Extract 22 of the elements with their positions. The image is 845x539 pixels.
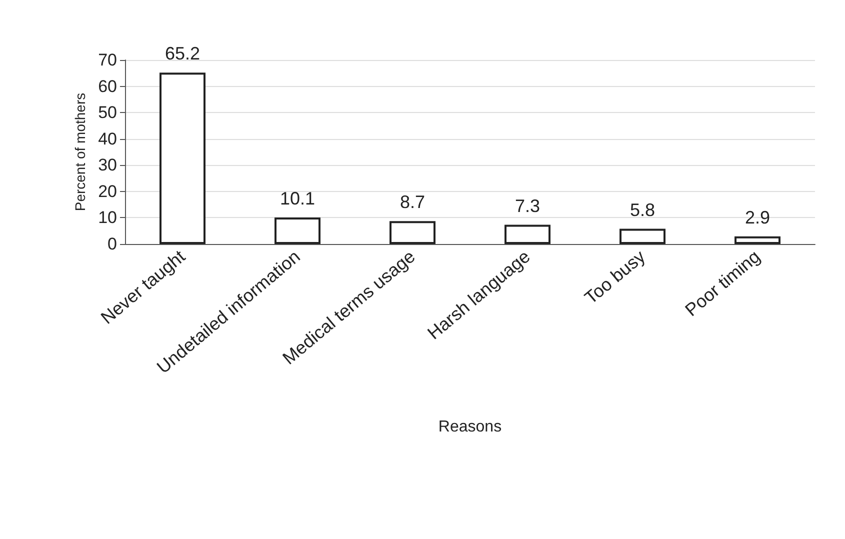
y-tick-label: 60 — [98, 76, 117, 96]
y-tick-label: 30 — [98, 156, 117, 175]
data-label: 8.7 — [400, 192, 426, 212]
bar — [390, 221, 436, 244]
bar — [274, 217, 320, 244]
y-axis-title: Percent of mothers — [72, 92, 88, 212]
y-tick-label: 20 — [98, 182, 117, 201]
bar — [160, 72, 206, 244]
y-tick-label: 10 — [98, 208, 117, 228]
y-tick-label: 40 — [98, 129, 117, 148]
data-label: 5.8 — [630, 200, 656, 220]
y-tick-label: 50 — [98, 103, 117, 122]
bar — [734, 236, 780, 244]
bar — [620, 228, 666, 244]
bar — [504, 224, 550, 244]
x-axis-title: Reasons — [438, 418, 502, 436]
data-label: 7.3 — [514, 196, 540, 216]
y-tick-label: 70 — [98, 50, 117, 70]
data-label: 2.9 — [744, 207, 770, 228]
data-label: 65.2 — [164, 44, 200, 64]
y-tick-label: 0 — [108, 234, 117, 254]
data-label: 10.1 — [280, 188, 316, 208]
